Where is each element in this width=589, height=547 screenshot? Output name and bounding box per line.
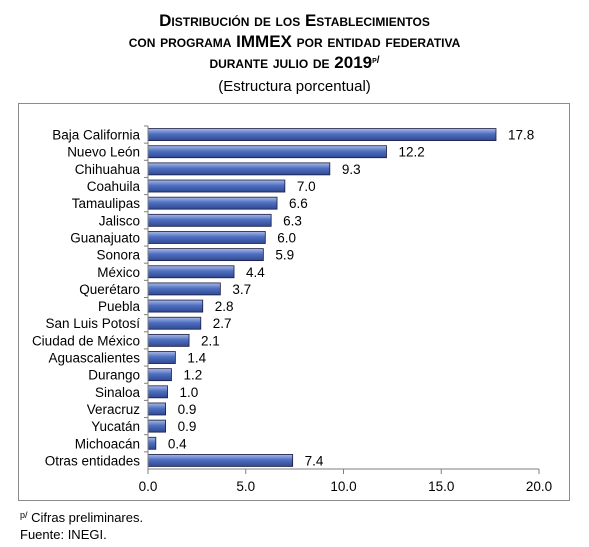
bar [147, 213, 272, 227]
preliminary-note-text: Cifras preliminares. [27, 510, 144, 525]
data-label: 0.9 [178, 402, 197, 417]
category-label: Michoacán [75, 436, 140, 451]
chart-frame [18, 103, 570, 501]
chart-title-superscript: p/ [372, 55, 380, 66]
bar [147, 436, 157, 450]
bar [147, 265, 235, 279]
data-label: 1.4 [187, 351, 206, 366]
data-label: 5.9 [275, 248, 294, 263]
data-label: 2.1 [201, 333, 220, 348]
source-note: Fuente: INEGI. [20, 527, 107, 542]
category-label: Aguascalientes [48, 351, 140, 366]
data-label: 1.0 [180, 385, 199, 400]
category-label: San Luis Potosí [45, 316, 140, 331]
bar [147, 128, 497, 141]
bar [147, 351, 176, 364]
category-label: Nuevo León [67, 145, 140, 160]
bar [147, 299, 204, 313]
category-label: Veracruz [87, 402, 141, 417]
bar [147, 316, 202, 330]
bar [147, 282, 221, 296]
bar [147, 333, 190, 347]
category-label: Querétaro [79, 282, 140, 297]
data-label: 7.4 [305, 453, 324, 468]
bars-group: Baja California 17.8 Nuevo León 12.2 Chihuah… [32, 128, 534, 469]
bar [147, 402, 166, 416]
chart-title-line-2-text: con programa IMMEX por entidad federativ… [128, 32, 461, 51]
bar [147, 454, 294, 467]
category-label: México [97, 265, 140, 280]
bar [147, 145, 387, 159]
x-tick-label: 10.0 [330, 479, 356, 494]
data-label: 1.2 [183, 368, 202, 383]
data-label: 6.3 [283, 213, 302, 228]
axes-group: 0.0 5.0 10.0 15.0 20.0 [139, 125, 552, 494]
category-label: Ciudad de México [32, 333, 140, 348]
chart-title-line-3: durante julio de 2019p/ [0, 52, 589, 73]
data-label: 6.0 [277, 230, 296, 245]
data-label: 0.9 [178, 419, 197, 434]
x-tick-label: 0.0 [139, 479, 158, 494]
data-label: 0.4 [168, 436, 187, 451]
category-label: Sinaloa [95, 385, 141, 400]
bar [147, 162, 331, 176]
category-label: Durango [88, 368, 140, 383]
category-label: Jalisco [99, 213, 140, 228]
chart-subtitle: (Estructura porcentual) [218, 78, 371, 95]
chart-title-line-1: Distribución de los Establecimientos [159, 11, 430, 30]
data-label: 4.4 [246, 265, 265, 280]
x-tick-label: 15.0 [428, 479, 454, 494]
category-label: Puebla [98, 299, 141, 314]
bar [147, 231, 266, 244]
data-label: 17.8 [508, 128, 534, 143]
data-label: 9.3 [342, 162, 361, 177]
chart-title-line-2: con programa IMMEX por entidad federativ… [0, 31, 589, 52]
bar [147, 385, 168, 399]
preliminary-note: p/ Cifras preliminares. [20, 510, 143, 525]
bar [147, 419, 166, 433]
category-label: Yucatán [91, 419, 140, 434]
category-label: Baja California [52, 128, 140, 143]
data-label: 7.0 [297, 179, 316, 194]
chart-title-line-3-text: durante julio de 2019 [209, 53, 373, 72]
category-label: Chihuahua [75, 162, 141, 177]
data-label: 2.8 [215, 299, 234, 314]
bar [147, 248, 264, 262]
x-tick-label: 20.0 [526, 479, 552, 494]
category-label: Otras entidades [45, 453, 141, 468]
bar [147, 196, 278, 210]
bar [147, 179, 286, 193]
category-label: Sonora [96, 248, 140, 263]
data-label: 2.7 [213, 316, 232, 331]
preliminary-note-superscript: p/ [20, 510, 28, 520]
data-label: 6.6 [289, 196, 308, 211]
category-label: Coahuila [87, 179, 141, 194]
category-label: Tamaulipas [72, 196, 141, 211]
x-tick-label: 5.0 [236, 479, 255, 494]
data-label: 12.2 [399, 145, 425, 160]
bar [147, 368, 172, 382]
data-label: 3.7 [232, 282, 251, 297]
category-label: Guanajuato [70, 230, 140, 245]
